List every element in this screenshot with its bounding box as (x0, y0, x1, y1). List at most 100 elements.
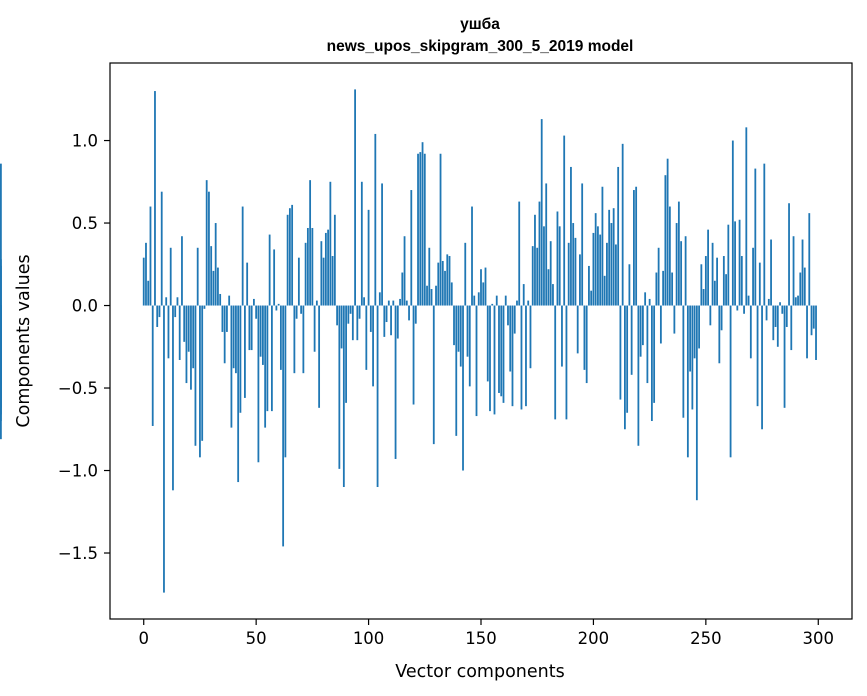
bar (806, 305, 808, 359)
bar (163, 305, 165, 593)
bar (606, 242, 608, 306)
bar (659, 305, 662, 344)
bar (482, 282, 485, 306)
bar (255, 305, 258, 319)
bar (788, 203, 790, 306)
bar (399, 298, 401, 306)
bar (601, 186, 604, 306)
bar (698, 305, 700, 349)
bar (704, 256, 707, 306)
bar (747, 295, 750, 306)
bar (403, 236, 406, 306)
bar (423, 153, 426, 306)
bar (0, 265, 2, 306)
bar (199, 305, 201, 458)
bar (410, 190, 413, 306)
bar (799, 272, 802, 306)
bar (803, 267, 806, 306)
bar (468, 305, 471, 387)
bar (264, 305, 267, 428)
bar (475, 305, 478, 417)
bar (637, 305, 640, 446)
bar (621, 143, 624, 306)
bar (754, 168, 757, 306)
bar (275, 305, 278, 311)
bar (779, 302, 781, 306)
bar (720, 305, 723, 331)
bar (169, 247, 172, 306)
bar (603, 275, 606, 306)
bar (727, 224, 730, 306)
bar (547, 269, 550, 306)
bar (428, 247, 431, 306)
bar (378, 292, 381, 306)
bar (673, 305, 676, 334)
bar (372, 305, 374, 387)
bar (250, 305, 253, 351)
bar (671, 272, 674, 306)
bar (641, 305, 644, 346)
bar (439, 153, 442, 306)
bar (448, 256, 451, 306)
bar (644, 292, 647, 306)
bar (635, 186, 638, 306)
bar (320, 241, 323, 306)
bar (527, 300, 530, 306)
bar (322, 257, 325, 306)
bar (318, 305, 321, 408)
bar (810, 305, 813, 336)
bar (493, 305, 496, 415)
bar (257, 305, 260, 463)
bar (412, 305, 415, 405)
bar (174, 305, 177, 318)
bar (270, 305, 273, 412)
bar (677, 201, 680, 306)
bar (590, 290, 593, 306)
bar (223, 305, 226, 364)
bar (288, 208, 291, 306)
bar (763, 163, 766, 306)
bar (484, 267, 487, 306)
bar (666, 158, 669, 306)
bar (531, 246, 534, 306)
bar (480, 269, 482, 306)
y-tick-label: 0.0 (72, 297, 98, 316)
bar (711, 242, 714, 306)
bar (597, 226, 599, 306)
bar (165, 297, 168, 306)
bar (214, 223, 217, 306)
bar (507, 305, 509, 326)
bar (390, 305, 392, 336)
bar (358, 305, 361, 319)
bar (167, 305, 170, 359)
bar (473, 295, 476, 306)
bar (297, 257, 300, 306)
bar (684, 236, 687, 306)
bar (502, 305, 505, 403)
bar (277, 303, 280, 306)
bar (628, 264, 631, 306)
bar (462, 305, 464, 471)
bar (785, 305, 788, 327)
bar (342, 305, 345, 488)
bar (172, 305, 174, 491)
bar (181, 236, 183, 306)
plot-frame (109, 62, 853, 620)
bar (758, 262, 761, 306)
bar (457, 305, 460, 352)
bar (745, 127, 748, 306)
bar (450, 282, 453, 306)
bar (538, 201, 541, 306)
bar (329, 181, 332, 306)
bar (653, 305, 656, 403)
bar (776, 305, 779, 347)
bar (259, 305, 262, 357)
bar (689, 305, 692, 372)
bars (0, 89, 817, 593)
bar (552, 284, 554, 306)
bar (183, 305, 186, 342)
bar (657, 247, 660, 306)
bar (426, 285, 428, 306)
bar (417, 153, 419, 306)
bar (187, 305, 190, 352)
